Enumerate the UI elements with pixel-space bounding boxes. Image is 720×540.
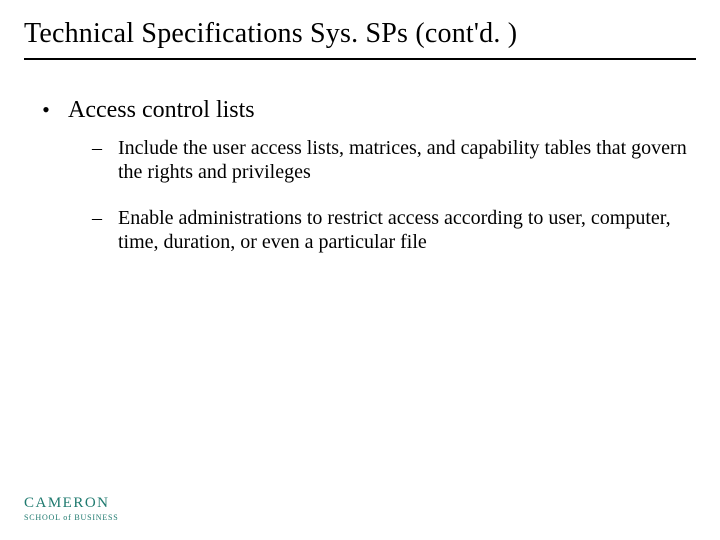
sub-bullet-list: – Include the user access lists, matrice… [92,136,696,254]
sub-bullet-item: – Enable administrations to restrict acc… [92,206,696,254]
footer-logo: CAMERON SCHOOL of BUSINESS [24,495,119,522]
dash-marker: – [92,206,118,230]
slide: Technical Specifications Sys. SPs (cont'… [0,0,720,540]
dash-marker: – [92,136,118,160]
bullet-marker: • [24,96,68,124]
logo-main-text: CAMERON [24,495,119,512]
sub-bullet-text: Include the user access lists, matrices,… [118,136,696,184]
slide-title: Technical Specifications Sys. SPs (cont'… [24,18,517,50]
bullet-item: • Access control lists [24,96,696,124]
sub-bullet-item: – Include the user access lists, matrice… [92,136,696,184]
sub-bullet-text: Enable administrations to restrict acces… [118,206,696,254]
slide-content: • Access control lists – Include the use… [24,96,696,276]
logo-sub-text: SCHOOL of BUSINESS [24,513,119,522]
title-underline [24,58,696,60]
bullet-text: Access control lists [68,96,255,124]
